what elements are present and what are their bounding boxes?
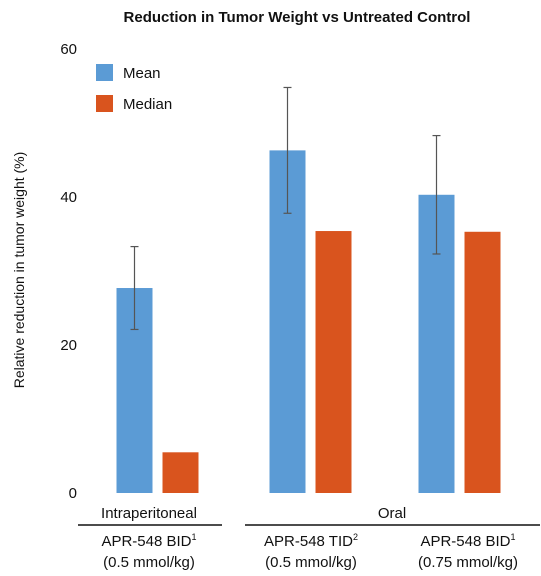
route-label-oral: Oral [378,505,406,522]
bar-median-0 [162,452,199,493]
chart-title: Reduction in Tumor Weight vs Untreated C… [124,9,471,26]
y-tick-label: 60 [60,41,77,58]
legend: Mean Median [96,64,172,113]
legend-swatch-mean [96,64,113,81]
y-axis-label: Relative reduction in tumor weight (%) [11,152,27,389]
category-label-0: APR-548 BID1 [101,532,196,550]
bars-group [116,150,501,494]
x-axis-labels: Intraperitoneal Oral APR-548 BID1 (0.5 mmol… [78,505,540,571]
category-dose-1: (0.5 mmol/kg) [265,554,357,571]
error-bars-group [130,86,441,331]
y-axis-ticks: 0 20 40 60 [60,41,77,502]
bar-median-1 [315,231,352,494]
category-label-1: APR-548 TID2 [264,532,358,550]
category-dose-2: (0.75 mmol/kg) [418,554,518,571]
category-label-2: APR-548 BID1 [420,532,515,550]
route-label-intraperitoneal: Intraperitoneal [101,505,197,522]
legend-label-mean: Mean [123,65,161,82]
legend-label-median: Median [123,96,172,113]
category-dose-0: (0.5 mmol/kg) [103,554,195,571]
y-tick-label: 40 [60,189,77,206]
bar-median-2 [464,231,501,493]
y-tick-label: 20 [60,337,77,354]
legend-swatch-median [96,95,113,112]
y-tick-label: 0 [69,485,77,502]
